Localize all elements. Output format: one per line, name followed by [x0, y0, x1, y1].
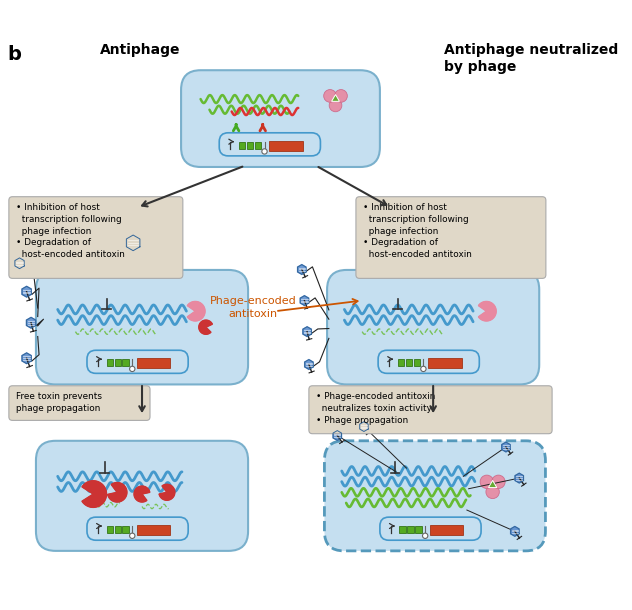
Polygon shape [333, 431, 341, 440]
Circle shape [324, 90, 336, 102]
Polygon shape [134, 486, 150, 502]
Polygon shape [502, 442, 510, 452]
Polygon shape [489, 481, 497, 487]
Circle shape [492, 475, 505, 489]
Bar [255, 142, 261, 149]
Polygon shape [511, 526, 519, 536]
Text: b: b [7, 45, 21, 64]
Polygon shape [107, 483, 127, 502]
Bar [123, 526, 129, 533]
Polygon shape [82, 481, 107, 508]
Text: Antiphage neutralized
by phage: Antiphage neutralized by phage [444, 43, 618, 74]
FancyBboxPatch shape [36, 441, 248, 551]
Polygon shape [478, 301, 496, 321]
Text: • Inhibition of host
  transcription following
  phage infection
• Degradation o: • Inhibition of host transcription follo… [16, 203, 125, 259]
Bar [399, 526, 406, 533]
FancyBboxPatch shape [356, 196, 546, 278]
Polygon shape [126, 235, 140, 251]
FancyBboxPatch shape [36, 270, 248, 384]
Polygon shape [22, 286, 31, 297]
Polygon shape [187, 301, 205, 321]
Bar [413, 359, 420, 366]
Polygon shape [27, 317, 36, 328]
Text: • Phage-encoded antitoxin
  neutralizes toxin activity
• Phage propagation: • Phage-encoded antitoxin neutralizes to… [316, 392, 435, 425]
Polygon shape [303, 327, 312, 337]
Bar [123, 359, 129, 366]
Circle shape [486, 485, 499, 498]
Bar [107, 526, 112, 533]
Circle shape [130, 366, 135, 371]
Text: Free toxin prevents
phage propagation: Free toxin prevents phage propagation [16, 392, 102, 413]
Polygon shape [515, 473, 523, 483]
Text: • Inhibition of host
  transcription following
  phage infection
• Degradation o: • Inhibition of host transcription follo… [363, 203, 472, 259]
Text: Phage-encoded
antitoxin: Phage-encoded antitoxin [210, 296, 296, 319]
FancyBboxPatch shape [181, 70, 380, 167]
Bar [398, 359, 404, 366]
Bar [428, 358, 461, 368]
Bar [406, 359, 412, 366]
FancyBboxPatch shape [9, 386, 150, 420]
Circle shape [335, 90, 348, 102]
Circle shape [480, 475, 494, 489]
Polygon shape [360, 422, 368, 431]
FancyBboxPatch shape [327, 270, 539, 384]
FancyBboxPatch shape [9, 196, 183, 278]
Bar [137, 358, 171, 368]
Polygon shape [159, 484, 175, 500]
FancyBboxPatch shape [309, 386, 552, 434]
Circle shape [423, 533, 428, 539]
Polygon shape [300, 296, 308, 306]
Polygon shape [15, 258, 24, 268]
Polygon shape [305, 359, 313, 369]
Bar [430, 525, 463, 535]
Polygon shape [298, 265, 306, 274]
Circle shape [329, 99, 342, 112]
Bar [408, 526, 413, 533]
Bar [269, 141, 303, 151]
Polygon shape [199, 320, 212, 334]
Bar [137, 525, 171, 535]
Circle shape [421, 366, 426, 371]
Bar [415, 526, 422, 533]
Text: Antiphage: Antiphage [100, 43, 181, 57]
Polygon shape [332, 95, 339, 101]
Circle shape [262, 149, 267, 154]
Bar [246, 142, 253, 149]
Bar [114, 526, 121, 533]
Bar [239, 142, 245, 149]
Bar [107, 359, 112, 366]
FancyBboxPatch shape [324, 441, 545, 551]
Polygon shape [22, 353, 31, 364]
Circle shape [130, 533, 135, 539]
Bar [114, 359, 121, 366]
